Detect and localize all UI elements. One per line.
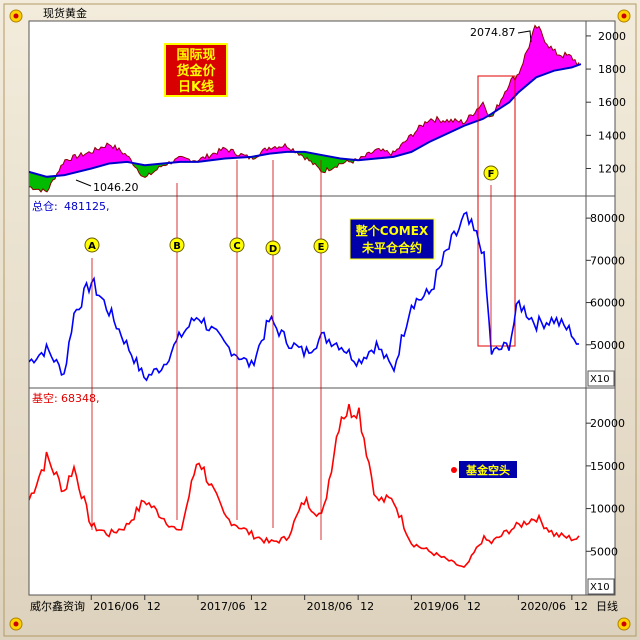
time-tick-label: 2020/06 (520, 600, 566, 613)
time-tick-label: 2016/06 (93, 600, 139, 613)
price-panel: 2000 1800 1600 1400 1200 国际现 货金价 日K线 2074.87… (29, 24, 626, 347)
price-axis: 2000 1800 1600 1400 1200 (586, 30, 626, 175)
marker-badge (265, 240, 281, 256)
highlight-box-F (477, 75, 516, 347)
corner-ornament-tr (617, 9, 631, 23)
fund-label-value: 68348, (61, 392, 100, 405)
fund-tick-label: 15000 (590, 460, 625, 473)
event-markers: A B C D E F (84, 160, 499, 540)
price-high-label: 2074.87 (470, 26, 516, 39)
time-tick-label: 12 (147, 600, 161, 613)
marker-label: A (88, 241, 96, 252)
marker-badge (169, 237, 185, 253)
price-badge-line: 国际现 (176, 48, 215, 63)
marker-label: B (173, 241, 181, 252)
price-tick-label: 1600 (598, 96, 626, 109)
marker-label: D (269, 244, 277, 255)
window-title: 现货黄金 (43, 6, 87, 20)
marker-label: E (318, 242, 325, 253)
marker-label: F (488, 169, 495, 180)
fund-series-line (29, 403, 580, 569)
price-tick-label: 2000 (598, 30, 626, 43)
price-above-ma-fill (29, 25, 579, 177)
oi-label-name: 总仓: (32, 199, 58, 213)
fund-legend: 基金空头 (451, 461, 517, 478)
oi-note-line: 未平仓合约 (361, 240, 422, 255)
marker-badge (313, 238, 329, 254)
marker-badge (229, 237, 245, 253)
fund-panel: 基空: 68348, 20000 15000 10000 5000 基金空头 X10 (29, 391, 625, 595)
price-plot (29, 24, 582, 193)
marker-label: C (233, 241, 240, 252)
price-tick-label: 1200 (598, 162, 626, 175)
chart-area (28, 20, 616, 596)
oi-tick-label: 70000 (590, 254, 625, 267)
oi-series-line (29, 211, 580, 382)
price-badge-line: 日K线 (178, 79, 214, 95)
fund-legend-dot (451, 467, 457, 473)
price-low-label: 1046.20 (93, 181, 139, 194)
time-tick-label: 12 (467, 600, 481, 613)
price-candles-line (29, 24, 580, 193)
fund-label-name: 基空: (32, 391, 58, 405)
fund-legend-text: 基金空头 (465, 463, 510, 477)
time-tick-label: 2019/06 (413, 600, 459, 613)
time-tick-label: 2017/06 (200, 600, 246, 613)
fund-axis: 20000 15000 10000 5000 (586, 417, 625, 558)
price-ma-line (29, 63, 582, 178)
fund-scale-note: X10 (590, 582, 610, 593)
time-tick-label: 2018/06 (307, 600, 353, 613)
time-tick-label: 12 (360, 600, 374, 613)
marker-badge (84, 237, 100, 253)
oi-note: 整个COMEX 未平仓合约 (349, 218, 435, 260)
footer-left: 威尔鑫资询 (30, 599, 85, 613)
oi-axis: 80000 70000 60000 50000 (586, 212, 625, 352)
corner-ornament-bl (9, 617, 23, 631)
fund-tick-label: 20000 (590, 417, 625, 430)
oi-tick-label: 60000 (590, 297, 625, 310)
oi-tick-label: 50000 (590, 339, 625, 352)
marker-badge (483, 165, 499, 181)
oi-tick-label: 80000 (590, 212, 625, 225)
time-axis: 2016/06 12 2017/06 12 2018/06 12 2019/06 12 2020… (90, 595, 588, 613)
corner-ornament-br (617, 617, 631, 631)
price-tick-label: 1400 (598, 129, 626, 142)
price-badge: 国际现 货金价 日K线 (164, 43, 228, 97)
corner-ornament-tl (9, 9, 23, 23)
price-tick-label: 1800 (598, 63, 626, 76)
footer-right: 日线 (596, 599, 618, 613)
oi-label-value: 481125, (64, 200, 110, 213)
fund-tick-label: 10000 (590, 503, 625, 516)
time-tick-label: 12 (574, 600, 588, 613)
oi-panel: 总仓: 481125, 80000 70000 60000 50000 整个COMEX… (29, 199, 625, 387)
fund-tick-label: 5000 (590, 545, 618, 558)
oi-note-line: 整个COMEX (355, 223, 429, 238)
time-tick-label: 12 (253, 600, 267, 613)
oi-scale-note: X10 (590, 374, 610, 385)
price-badge-line: 货金价 (176, 63, 216, 79)
